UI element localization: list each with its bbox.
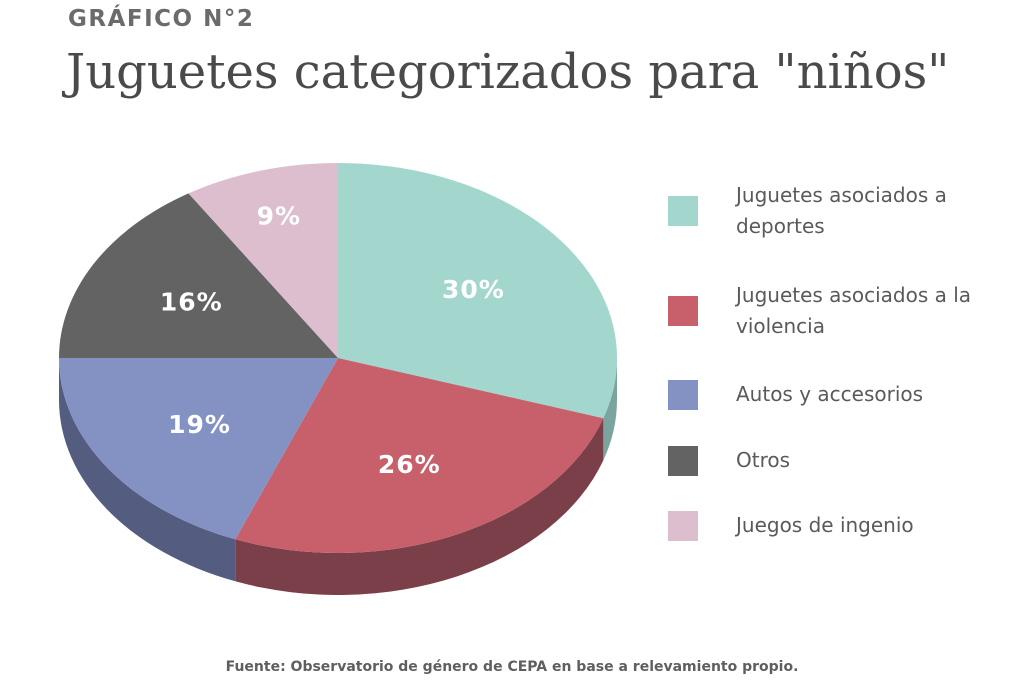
slice-label-ingenio: 9% (257, 202, 301, 231)
pie-slice-deportes (338, 163, 617, 419)
legend-label-deportes: Juguetes asociados a deportes (736, 183, 947, 238)
legend-item-violencia: Juguetes asociados a la violencia (668, 280, 976, 342)
legend-swatch-ingenio (668, 510, 698, 541)
pie-slice-otros (59, 193, 338, 358)
legend-swatch-violencia (668, 296, 698, 326)
pie-slice-autos (58, 358, 339, 540)
slice-label-deportes: 30% (442, 275, 505, 304)
legend-item-deportes: Juguetes asociados a deportes (668, 180, 976, 242)
legend-swatch-autos (668, 379, 698, 410)
legend-swatch-deportes (668, 196, 698, 226)
pie-side-autos (58, 358, 236, 582)
legend-swatch-otros (668, 445, 698, 476)
chart-kicker: GRÁFICO N°2 (68, 6, 255, 32)
legend-item-ingenio: Juegos de ingenio (668, 510, 976, 541)
pie-side-walls (58, 358, 617, 596)
pie-side-violencia (235, 418, 604, 596)
pie-top-slices (58, 163, 617, 554)
legend-item-autos: Autos y accesorios (668, 379, 976, 410)
legend-label-violencia: Juguetes asociados a la violencia (736, 283, 972, 338)
pie-side-deportes (603, 358, 617, 461)
legend-label-ingenio: Juegos de ingenio (736, 513, 914, 537)
slice-label-otros: 16% (160, 288, 223, 317)
pie-slice-violencia (235, 358, 604, 554)
legend-label-otros: Otros (736, 448, 791, 472)
legend-item-otros: Otros (668, 445, 976, 476)
slice-label-autos: 19% (168, 410, 231, 439)
slice-label-violencia: 26% (378, 450, 441, 479)
legend-label-autos: Autos y accesorios (736, 382, 924, 406)
pie-slice-labels: 30% 26% 19% 16% 9% (160, 202, 505, 479)
source-note: Fuente: Observatorio de género de CEPA e… (225, 659, 799, 675)
pie-slice-ingenio (188, 163, 338, 358)
chart-title: Juguetes categorizados para "niños" (66, 44, 950, 100)
